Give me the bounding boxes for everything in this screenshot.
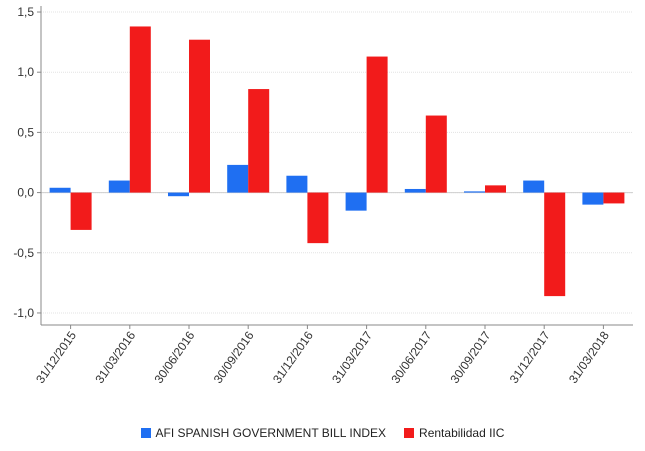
legend-item-series-1: AFI SPANISH GOVERNMENT BILL INDEX	[140, 426, 387, 440]
bar-afi-index	[404, 188, 426, 193]
bar-afi-index	[168, 192, 189, 197]
x-tick-label: 30/09/2017	[448, 328, 494, 385]
legend-label-series-2: Rentabilidad IIC	[419, 426, 505, 440]
bar-rentabilidad-iic	[129, 26, 151, 193]
x-tick-label: 31/03/2018	[566, 328, 612, 385]
x-tick-label: 31/12/2016	[270, 328, 316, 385]
bar-afi-index	[582, 192, 604, 205]
bar-rentabilidad-iic	[248, 89, 270, 193]
legend: AFI SPANISH GOVERNMENT BILL INDEX Rentab…	[0, 426, 645, 440]
y-tick-label: 1,0	[17, 65, 34, 79]
legend-swatch-blue	[140, 428, 151, 438]
x-tick-label: 31/12/2015	[33, 328, 79, 385]
bar-afi-index	[464, 191, 485, 193]
x-tick-label: 30/06/2017	[388, 328, 434, 385]
bar-afi-index	[523, 180, 545, 193]
bar-rentabilidad-iic	[603, 192, 625, 204]
y-tick-label: -1,0	[13, 306, 34, 320]
bar-rentabilidad-iic	[425, 115, 447, 193]
bar-afi-index	[49, 187, 71, 193]
x-tick-label: 30/06/2016	[152, 328, 198, 385]
y-tick-label: -0,5	[13, 246, 34, 260]
bar-afi-index	[108, 180, 130, 193]
x-tick-label: 31/03/2017	[329, 328, 375, 385]
bar-afi-index	[286, 175, 308, 193]
bar-rentabilidad-iic	[544, 192, 566, 297]
legend-label-series-1: AFI SPANISH GOVERNMENT BILL INDEX	[155, 426, 387, 440]
x-tick-label: 31/12/2017	[507, 328, 553, 385]
x-tick-label: 31/03/2016	[92, 328, 138, 385]
bar-rentabilidad-iic	[366, 56, 388, 193]
bar-rentabilidad-iic	[307, 192, 329, 244]
legend-swatch-red	[404, 428, 415, 438]
bar-rentabilidad-iic	[485, 185, 506, 193]
bar-rentabilidad-iic	[70, 192, 92, 230]
bar-rentabilidad-iic	[189, 39, 210, 193]
y-tick-label: 1,5	[17, 5, 34, 19]
bar-afi-index	[227, 164, 249, 193]
y-tick-label: 0,5	[17, 125, 34, 139]
legend-item-series-2: Rentabilidad IIC	[404, 426, 504, 440]
bar-afi-index	[345, 192, 367, 211]
x-tick-label: 30/09/2016	[211, 328, 257, 385]
y-tick-label: 0,0	[17, 186, 34, 200]
